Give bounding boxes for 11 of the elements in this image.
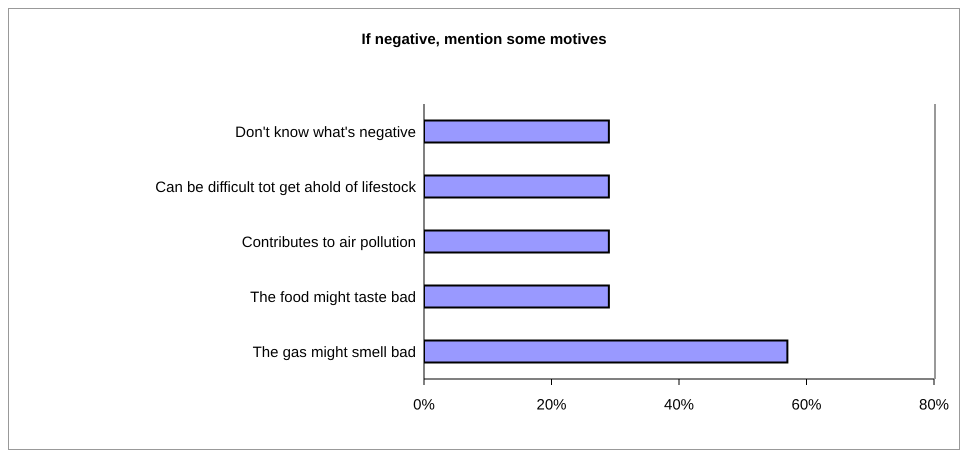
y-tick-label: Can be difficult tot get ahold of lifestock xyxy=(155,178,416,196)
x-tick-label: 40% xyxy=(664,396,694,414)
y-tick-label: Contributes to air pollution xyxy=(242,234,416,251)
y-tick-label: Don't know what's negative xyxy=(235,124,416,141)
chart-title: If negative, mention some motives xyxy=(360,31,608,48)
x-tick-label: 80% xyxy=(918,396,950,414)
y-tick-label: The gas might smell bad xyxy=(252,344,416,361)
x-tick-label: 60% xyxy=(791,396,822,414)
y-tick-label: The food might taste bad xyxy=(250,288,416,306)
x-tick-label: 20% xyxy=(536,396,567,414)
x-tick-label: 0% xyxy=(413,396,435,414)
